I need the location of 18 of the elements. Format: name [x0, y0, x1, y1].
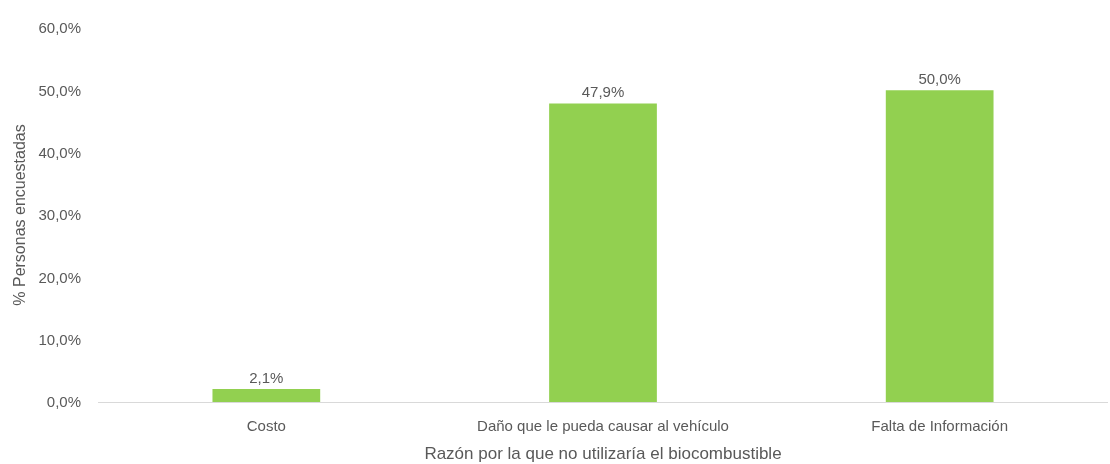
data-label: 47,9%: [581, 83, 625, 101]
x-tick-label: Daño que le pueda causar al vehículo: [477, 417, 729, 434]
data-label: 2,1%: [249, 368, 284, 386]
y-axis-title: % Personas encuestadas: [11, 124, 29, 306]
bar: [885, 90, 994, 402]
y-tick-label: 20,0%: [38, 268, 81, 286]
y-tick-label: 10,0%: [38, 330, 81, 348]
bar: [549, 103, 657, 402]
x-axis-title: Razón por la que no utilizaría el biocombustible: [424, 444, 782, 464]
x-tick-label: Falta de Información: [871, 417, 1009, 434]
y-tick-label: 60,0%: [38, 19, 81, 37]
y-tick-label: 0,0%: [46, 393, 81, 411]
y-tick-label: 30,0%: [38, 206, 81, 224]
data-label: 50,0%: [918, 70, 961, 88]
bar: [212, 388, 321, 402]
y-tick-label: 40,0%: [38, 143, 81, 161]
y-tick-label: 50,0%: [38, 81, 81, 99]
x-tick-label: Costo: [246, 417, 286, 434]
